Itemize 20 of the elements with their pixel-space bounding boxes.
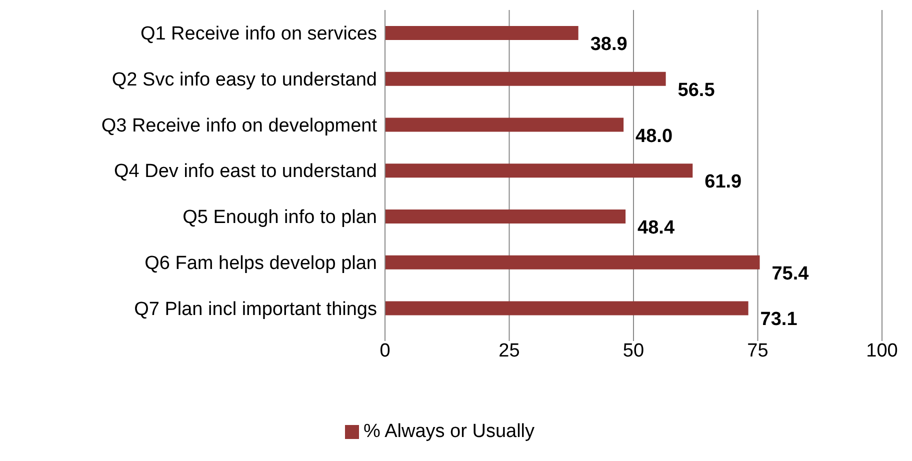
x-tick-label: 75 <box>747 340 768 362</box>
legend-label: % Always or Usually <box>363 421 535 442</box>
text: 56.5 <box>678 80 715 101</box>
y-tick-label: Q1 Receive info on services <box>140 24 377 45</box>
text: 75.4 <box>772 263 809 284</box>
y-tick-label: Q2 Svc info easy to understand <box>112 70 377 91</box>
x-tick-label: 0 <box>380 340 390 362</box>
x-tick-label: 100 <box>866 340 898 362</box>
text: 61.9 <box>704 172 742 193</box>
text: 73.1 <box>760 309 798 330</box>
y-tick-label: Q5 Enough info to plan <box>182 207 377 228</box>
text: 48.0 <box>636 126 673 147</box>
x-tick-label: 50 <box>622 340 644 362</box>
text: 48.4 <box>638 217 675 238</box>
y-tick-label: Q4 Dev info east to understand <box>114 161 377 182</box>
text: 38.9 <box>590 34 628 56</box>
y-tick-label: Q6 Fam helps develop plan <box>144 252 377 274</box>
x-tick-label: 25 <box>498 340 520 362</box>
y-tick-label: Q7 Plan incl important things <box>134 298 377 320</box>
y-tick-label: Q3 Receive info on development <box>101 115 378 136</box>
